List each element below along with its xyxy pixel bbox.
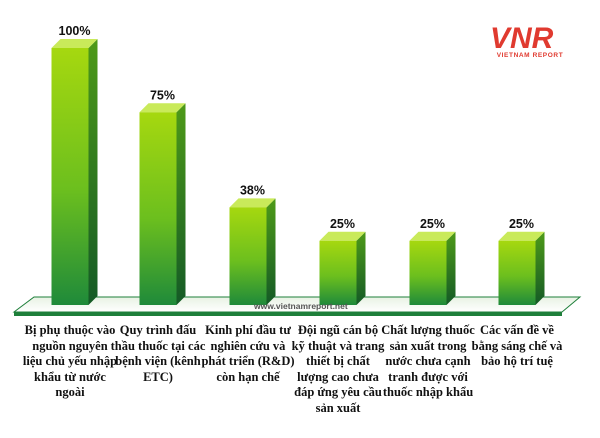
- category-label: Bị phụ thuộc vào nguồn nguyên liệu chủ y…: [22, 323, 118, 399]
- bar-side: [446, 231, 456, 305]
- logo-subtitle: VIETNAM REPORT: [496, 52, 564, 59]
- bar-side: [535, 231, 545, 305]
- bar: [229, 207, 267, 305]
- bar-top: [409, 231, 456, 241]
- bar-top: [51, 39, 98, 48]
- bar: [139, 112, 177, 305]
- value-label: 38%: [240, 183, 265, 197]
- value-label: 75%: [150, 88, 175, 102]
- bar-side: [88, 39, 98, 305]
- chart-floor-front: [14, 312, 562, 316]
- logo-text: VNR: [490, 22, 554, 55]
- watermark: www.vietnamreport.net: [254, 301, 348, 311]
- bar: [319, 240, 357, 305]
- vnr-logo: VNR: [490, 22, 554, 55]
- value-label: 25%: [420, 217, 445, 231]
- bar-top: [319, 231, 366, 241]
- bar-top: [139, 103, 186, 113]
- category-label: Quy trình đấu thầu thuốc tại các bệnh vi…: [110, 323, 206, 384]
- bar: [409, 240, 447, 305]
- value-label: 25%: [509, 217, 534, 231]
- bar: [51, 48, 89, 305]
- category-label: Kinh phí đầu tư nghiên cứu và phát triển…: [201, 323, 295, 384]
- bar-side: [176, 103, 186, 305]
- category-label: Các vấn đề về bằng sáng chế và bảo hộ tr…: [471, 323, 563, 368]
- value-label: 100%: [59, 24, 91, 38]
- value-label: 25%: [330, 217, 355, 231]
- bar-side: [356, 231, 366, 305]
- bar-side: [266, 198, 276, 305]
- bar: [498, 240, 536, 305]
- bar-top: [498, 231, 545, 241]
- category-label: Đội ngũ cán bộ kỹ thuật và trang thiết b…: [291, 323, 385, 415]
- bar-top: [229, 198, 276, 208]
- category-label: Chất lượng thuốc sản xuất trong nước chư…: [381, 323, 475, 399]
